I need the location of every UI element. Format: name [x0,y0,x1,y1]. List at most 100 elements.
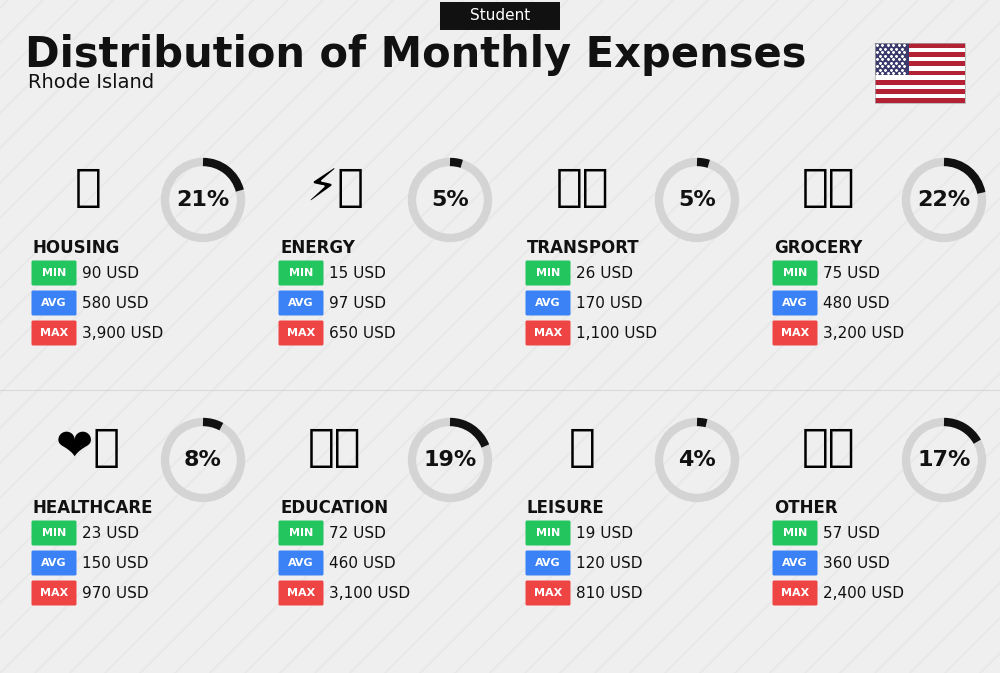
Text: GROCERY: GROCERY [774,239,862,257]
FancyBboxPatch shape [278,520,324,546]
FancyBboxPatch shape [772,260,818,285]
Text: MIN: MIN [536,268,560,278]
Text: 57 USD: 57 USD [823,526,880,540]
Text: 970 USD: 970 USD [82,586,149,600]
Text: OTHER: OTHER [774,499,838,517]
FancyBboxPatch shape [526,520,570,546]
Bar [875,66,965,71]
FancyBboxPatch shape [440,2,560,30]
Text: AVG: AVG [782,558,808,568]
Text: LEISURE: LEISURE [527,499,605,517]
Bar [875,57,965,61]
Bar [875,89,965,94]
Bar [875,75,965,80]
FancyBboxPatch shape [526,260,570,285]
FancyBboxPatch shape [278,291,324,316]
Text: 150 USD: 150 USD [82,555,148,571]
Bar [875,98,965,103]
Text: 🛍️: 🛍️ [569,427,595,470]
FancyBboxPatch shape [772,551,818,575]
Bar [875,48,965,52]
Bar [875,94,965,98]
Text: 👜💵: 👜💵 [802,427,856,470]
Text: MAX: MAX [40,588,68,598]
Text: 5%: 5% [431,190,469,210]
Text: HEALTHCARE: HEALTHCARE [33,499,154,517]
Text: 460 USD: 460 USD [329,555,396,571]
Text: EDUCATION: EDUCATION [280,499,388,517]
Text: 90 USD: 90 USD [82,266,139,281]
Text: 75 USD: 75 USD [823,266,880,281]
Text: MAX: MAX [781,328,809,338]
Text: AVG: AVG [41,298,67,308]
Text: AVG: AVG [288,558,314,568]
Text: 170 USD: 170 USD [576,295,642,310]
Text: 2,400 USD: 2,400 USD [823,586,904,600]
Text: AVG: AVG [782,298,808,308]
Text: MIN: MIN [289,528,313,538]
FancyBboxPatch shape [278,551,324,575]
Text: 🎓📚: 🎓📚 [308,427,362,470]
Text: 🛒🥦: 🛒🥦 [802,166,856,209]
Text: 97 USD: 97 USD [329,295,386,310]
FancyBboxPatch shape [526,291,570,316]
FancyBboxPatch shape [526,551,570,575]
Text: 🚌🚗: 🚌🚗 [555,166,609,209]
Text: 480 USD: 480 USD [823,295,890,310]
Text: 15 USD: 15 USD [329,266,386,281]
Text: 3,900 USD: 3,900 USD [82,326,163,341]
Text: ⚡🏠: ⚡🏠 [306,166,364,209]
FancyBboxPatch shape [278,581,324,606]
Text: MAX: MAX [40,328,68,338]
Text: MAX: MAX [287,588,315,598]
Text: 1,100 USD: 1,100 USD [576,326,657,341]
Text: HOUSING: HOUSING [33,239,120,257]
Text: MIN: MIN [289,268,313,278]
Text: TRANSPORT: TRANSPORT [527,239,640,257]
FancyBboxPatch shape [32,320,76,345]
Bar [875,43,909,75]
Text: 19%: 19% [423,450,477,470]
FancyBboxPatch shape [32,551,76,575]
Text: Student: Student [470,9,530,24]
Text: MIN: MIN [536,528,560,538]
Bar [875,71,965,75]
Text: 4%: 4% [678,450,716,470]
FancyBboxPatch shape [772,320,818,345]
FancyBboxPatch shape [278,260,324,285]
Text: 650 USD: 650 USD [329,326,396,341]
Text: 26 USD: 26 USD [576,266,633,281]
Bar [875,43,965,103]
Text: 17%: 17% [917,450,971,470]
Text: ❤️🩺: ❤️🩺 [56,427,120,470]
Text: MIN: MIN [42,528,66,538]
Bar [875,61,965,66]
Text: 🏢: 🏢 [75,166,101,209]
Text: Rhode Island: Rhode Island [28,73,154,92]
Text: 8%: 8% [184,450,222,470]
FancyBboxPatch shape [278,320,324,345]
Text: AVG: AVG [41,558,67,568]
FancyBboxPatch shape [526,320,570,345]
Text: MAX: MAX [534,328,562,338]
Text: 360 USD: 360 USD [823,555,890,571]
FancyBboxPatch shape [32,260,76,285]
FancyBboxPatch shape [32,581,76,606]
Text: 3,100 USD: 3,100 USD [329,586,410,600]
Bar [875,80,965,85]
Text: MAX: MAX [287,328,315,338]
Text: 3,200 USD: 3,200 USD [823,326,904,341]
Text: 5%: 5% [678,190,716,210]
FancyBboxPatch shape [772,291,818,316]
Text: Distribution of Monthly Expenses: Distribution of Monthly Expenses [25,34,806,76]
Text: 22%: 22% [917,190,971,210]
Text: AVG: AVG [535,298,561,308]
Text: AVG: AVG [535,558,561,568]
FancyBboxPatch shape [772,520,818,546]
Text: 580 USD: 580 USD [82,295,148,310]
FancyBboxPatch shape [32,291,76,316]
Text: MIN: MIN [783,528,807,538]
Bar [875,43,965,48]
Text: ENERGY: ENERGY [280,239,355,257]
Text: 19 USD: 19 USD [576,526,633,540]
